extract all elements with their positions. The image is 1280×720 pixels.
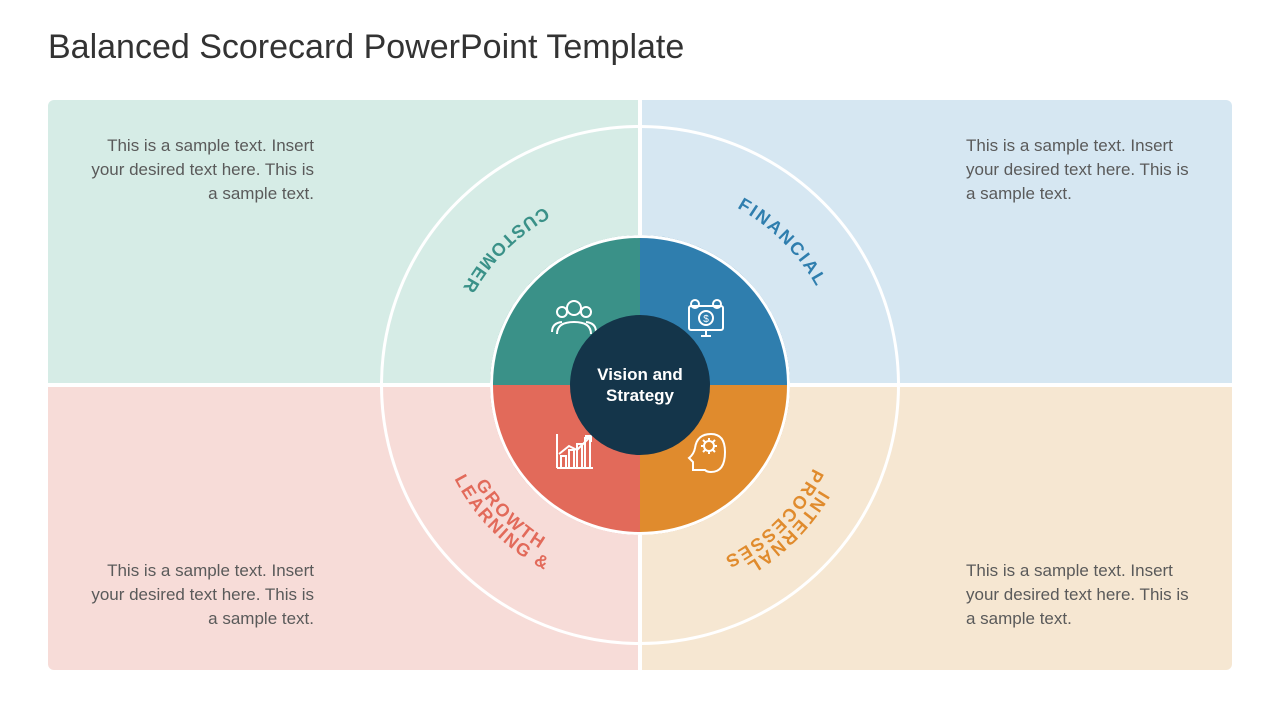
- text-learning: This is a sample text. Insert your desir…: [84, 559, 314, 630]
- page-title: Balanced Scorecard PowerPoint Template: [48, 28, 684, 67]
- center-label: Vision and Strategy: [580, 364, 700, 407]
- text-customer: This is a sample text. Insert your desir…: [84, 134, 314, 205]
- scorecard-diagram: This is a sample text. Insert your desir…: [48, 100, 1232, 670]
- svg-text:$: $: [703, 314, 709, 325]
- text-financial: This is a sample text. Insert your desir…: [966, 134, 1196, 205]
- text-internal: This is a sample text. Insert your desir…: [966, 559, 1196, 630]
- center-hub: Vision and Strategy: [570, 315, 710, 455]
